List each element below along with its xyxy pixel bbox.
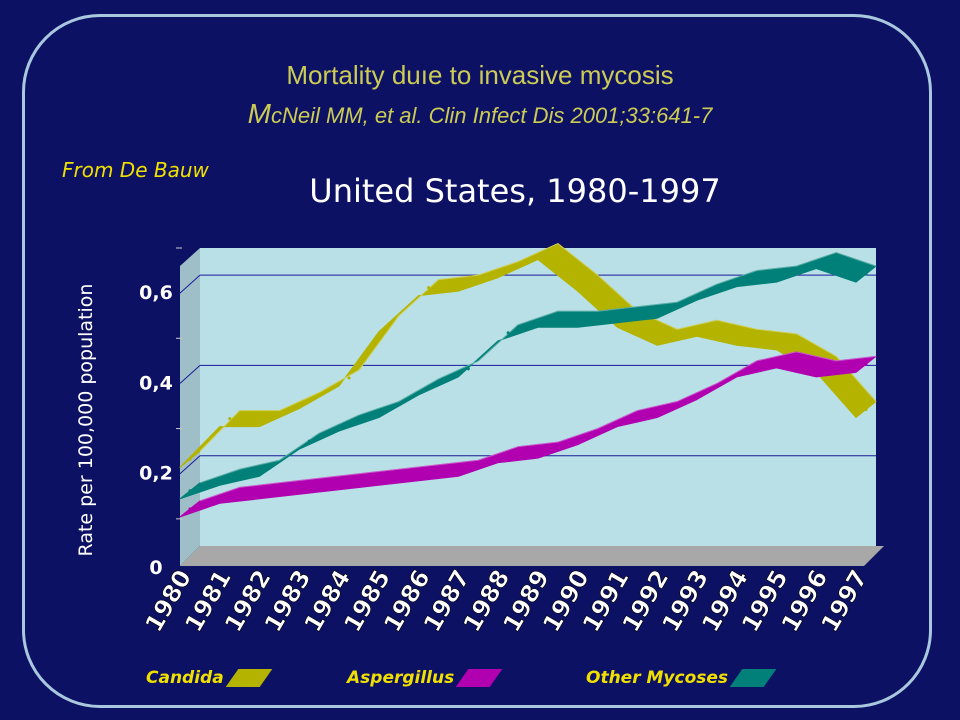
y-tick-label: 0,2 [139,463,173,485]
series-ribbon-candida [179,243,877,468]
data-point [546,317,550,321]
data-point [387,408,391,412]
legend-swatch-candida [225,669,272,687]
data-point [347,421,351,425]
data-point [268,466,272,470]
legend-item-other-mycoses: Other Mycoses [586,668,777,688]
data-point [625,417,629,421]
series-line-aspergillus [199,351,877,502]
data-point [586,435,590,439]
data-point [347,376,351,380]
data-point [466,281,470,285]
data-point [228,417,232,421]
data-point [665,408,669,412]
data-point [188,457,192,461]
data-point [268,489,272,493]
data-point [188,507,192,511]
plot-side-wall [180,248,200,566]
legend-swatch-aspergillus [455,669,503,687]
gridline-side [179,365,201,384]
data-point [745,277,749,281]
y-tick-label: 0,6 [139,282,173,304]
slide-title: Mortality duıe to invasive mycosis [286,60,674,90]
citation-initial: M [247,98,271,129]
data-point [466,466,470,470]
legend-swatch-other-mycoses [729,669,777,687]
citation: McNeil MM, et al. Clin Infect Dis 2001;3… [0,98,960,130]
data-point [864,362,868,366]
series-ribbon-other-mycoses [179,252,877,500]
data-point [307,439,311,443]
data-point [705,326,709,330]
data-point [665,335,669,339]
data-point [705,290,709,294]
gridline-side [179,455,201,475]
data-point [824,259,828,263]
data-point [546,250,550,254]
citation-text: cNeil MM, et al. Clin Infect Dis 2001;33… [270,103,713,128]
data-point [427,471,431,475]
data-point [506,331,510,335]
data-point [427,385,431,389]
data-point [387,322,391,326]
data-point [427,286,431,290]
data-point [665,308,669,312]
legend-item-candida: Candida [146,668,272,688]
data-point [387,475,391,479]
data-point [506,453,510,457]
data-point [864,272,868,276]
legend-label-other-mycoses: Other Mycoses [586,668,729,688]
y-tick-label: 0,4 [139,372,173,394]
chart-title: United States, 1980-1997 [309,172,721,210]
legend-item-aspergillus: Aspergillus [347,668,503,688]
legend: Candida Aspergillus Other Mycoses [0,668,960,692]
legend-label-candida: Candida [146,668,224,688]
data-point [745,335,749,339]
source-note: From De Bauw [62,158,209,182]
gridline-side [179,274,201,294]
slide-frame [22,14,932,708]
data-point [745,367,749,371]
data-point [784,358,788,362]
data-point [466,367,470,371]
y-tick-label: 0 [149,557,162,579]
data-point [307,399,311,403]
legend-label-aspergillus: Aspergillus [347,668,455,688]
series-ribbon-aspergillus [179,351,877,518]
data-point [824,367,828,371]
y-axis-label: Rate per 100,000 population [75,284,97,557]
data-point [784,272,788,276]
data-point [268,417,272,421]
series-line-candida [199,242,877,452]
data-point [705,389,709,393]
plot-background [200,248,876,546]
data-point [586,281,590,285]
data-point [506,268,510,272]
data-point [546,448,550,452]
data-point [586,317,590,321]
data-point [228,493,232,497]
data-point [228,475,232,479]
series-line-other-mycoses [199,252,877,484]
plot-floor [180,546,884,566]
data-point [625,313,629,317]
data-point [307,484,311,488]
data-point [188,489,192,493]
data-point [347,480,351,484]
data-point [864,408,868,412]
data-point [784,340,788,344]
